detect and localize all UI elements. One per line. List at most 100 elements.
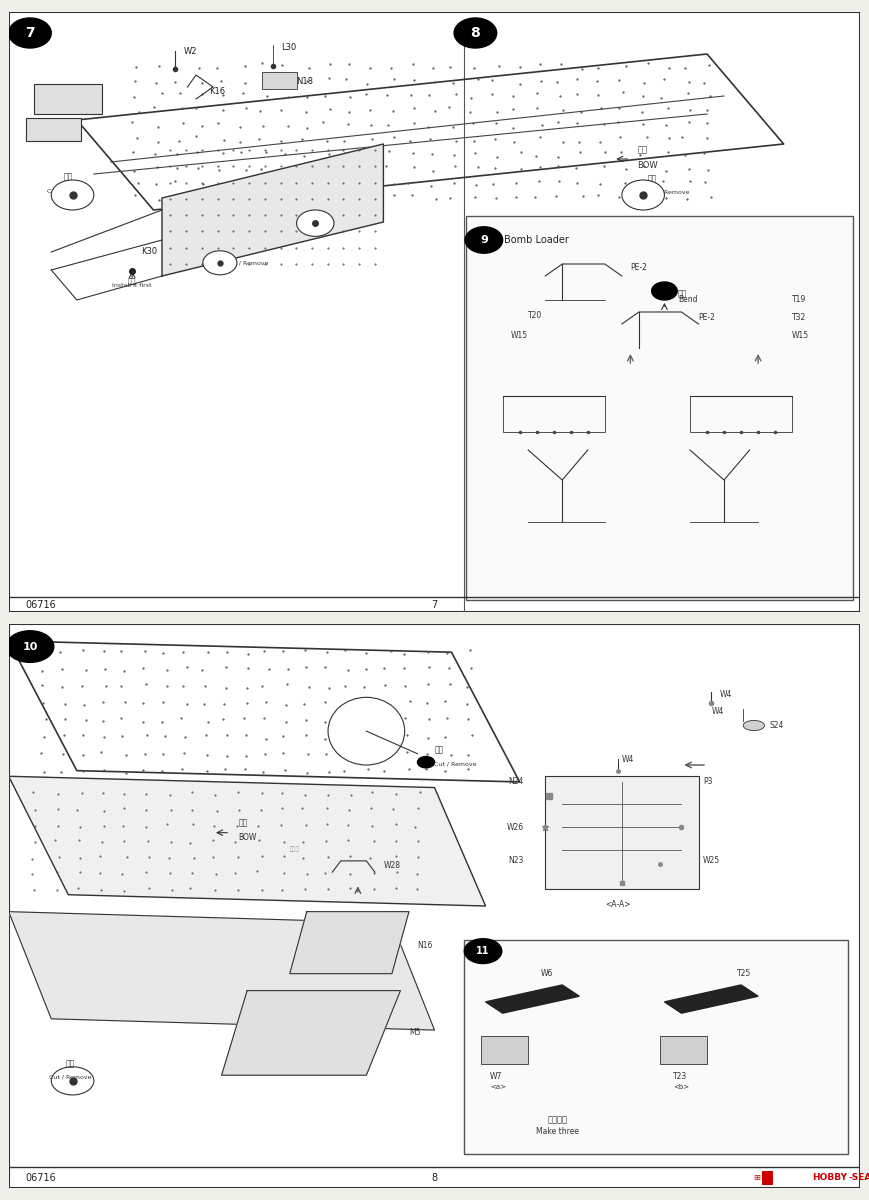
Text: W6: W6 [541,970,554,978]
Text: 8: 8 [431,1172,438,1183]
Text: PE-2: PE-2 [699,313,715,323]
Text: HOBBY: HOBBY [813,1174,847,1182]
Text: M9: M9 [67,126,79,134]
Circle shape [51,1067,94,1094]
Text: N3: N3 [168,211,180,220]
Text: BOW: BOW [239,833,257,841]
Polygon shape [9,641,520,782]
Text: 切除: 切除 [63,172,73,181]
Text: P3: P3 [703,778,713,786]
Circle shape [464,938,501,964]
Circle shape [652,282,677,300]
Text: T19: T19 [793,295,806,305]
Text: W2: W2 [183,47,196,55]
FancyBboxPatch shape [761,1171,773,1184]
FancyBboxPatch shape [26,119,81,140]
Text: Cut / Remove: Cut / Remove [49,1074,91,1079]
Text: T25: T25 [737,970,751,978]
Text: 先装: 先装 [128,277,136,284]
Circle shape [9,18,51,48]
Text: 9: 9 [480,235,488,245]
Bar [545,776,699,889]
Text: W4: W4 [711,707,724,716]
Text: T20: T20 [528,311,542,319]
Text: K30: K30 [141,247,156,256]
Text: Cut / Remove: Cut / Remove [434,761,477,766]
Text: 11: 11 [476,946,490,956]
Text: PE-2: PE-2 [630,263,647,271]
Text: Cut / Remove: Cut / Remove [320,218,362,224]
Text: Make three: Make three [536,1127,580,1136]
Text: Bomb Loader: Bomb Loader [504,235,569,245]
Text: <b>: <b> [673,1084,689,1090]
Text: Cut / Remove: Cut / Remove [647,188,690,194]
Text: W26: W26 [507,822,524,832]
Text: L30: L30 [282,43,296,53]
Text: Install it first: Install it first [112,283,152,288]
Text: S24: S24 [769,721,784,730]
Polygon shape [76,54,784,210]
Circle shape [202,251,237,275]
Text: <a>: <a> [490,1084,506,1090]
Text: 06716: 06716 [26,600,56,610]
Text: 06716: 06716 [26,1172,56,1183]
Text: N18: N18 [296,77,314,86]
Text: N4: N4 [192,226,203,235]
Polygon shape [162,144,383,276]
Polygon shape [222,991,401,1075]
Text: N16: N16 [417,941,433,950]
Text: W25: W25 [703,857,720,865]
Text: 切除: 切除 [320,204,328,214]
Text: 艏首: 艏首 [637,145,647,155]
Circle shape [51,180,94,210]
Text: BOW: BOW [637,161,658,169]
Text: 切除: 切除 [226,246,235,254]
Ellipse shape [328,697,405,766]
Circle shape [417,756,434,768]
Bar [660,1036,707,1064]
Text: 切除: 切除 [65,1058,75,1068]
Text: 7: 7 [431,600,438,610]
Text: W15: W15 [511,331,528,341]
Text: 制作三組: 制作三組 [548,1116,568,1124]
Circle shape [296,210,334,236]
Circle shape [454,18,497,48]
Text: M12: M12 [75,98,93,108]
FancyBboxPatch shape [34,84,103,114]
Circle shape [6,631,54,662]
Text: W7: W7 [490,1073,502,1081]
Polygon shape [665,985,758,1013]
Text: -SEARCH: -SEARCH [848,1174,869,1182]
Text: 切除: 切除 [434,746,444,755]
Polygon shape [289,912,409,973]
Polygon shape [486,985,580,1013]
FancyBboxPatch shape [262,72,296,89]
Text: 7: 7 [25,26,35,40]
Text: 弯曲: 弯曲 [678,289,687,298]
Text: W15: W15 [793,331,809,341]
Bar [466,216,853,600]
Bar [464,940,847,1154]
Text: N24: N24 [508,778,524,786]
Text: K16: K16 [209,86,225,96]
Text: N23: N23 [508,857,524,865]
Text: T23: T23 [673,1073,687,1081]
Polygon shape [9,776,486,906]
Text: Cut / Remove: Cut / Remove [226,260,269,265]
Text: Bend: Bend [678,295,698,304]
Text: 10: 10 [23,642,37,652]
Text: Cut / Remove: Cut / Remove [47,188,90,193]
Text: W4: W4 [622,755,634,764]
Bar [481,1036,528,1064]
Polygon shape [9,912,434,1030]
Text: 小部件: 小部件 [289,847,300,852]
Text: T32: T32 [793,313,806,323]
Circle shape [622,180,665,210]
Text: ⊞: ⊞ [753,1174,760,1182]
Text: W4: W4 [720,690,733,698]
Ellipse shape [743,720,765,731]
Text: M5: M5 [409,1028,421,1037]
Text: 艏首: 艏首 [239,818,248,827]
Text: 切除: 切除 [647,174,657,182]
Text: 8: 8 [470,26,481,40]
